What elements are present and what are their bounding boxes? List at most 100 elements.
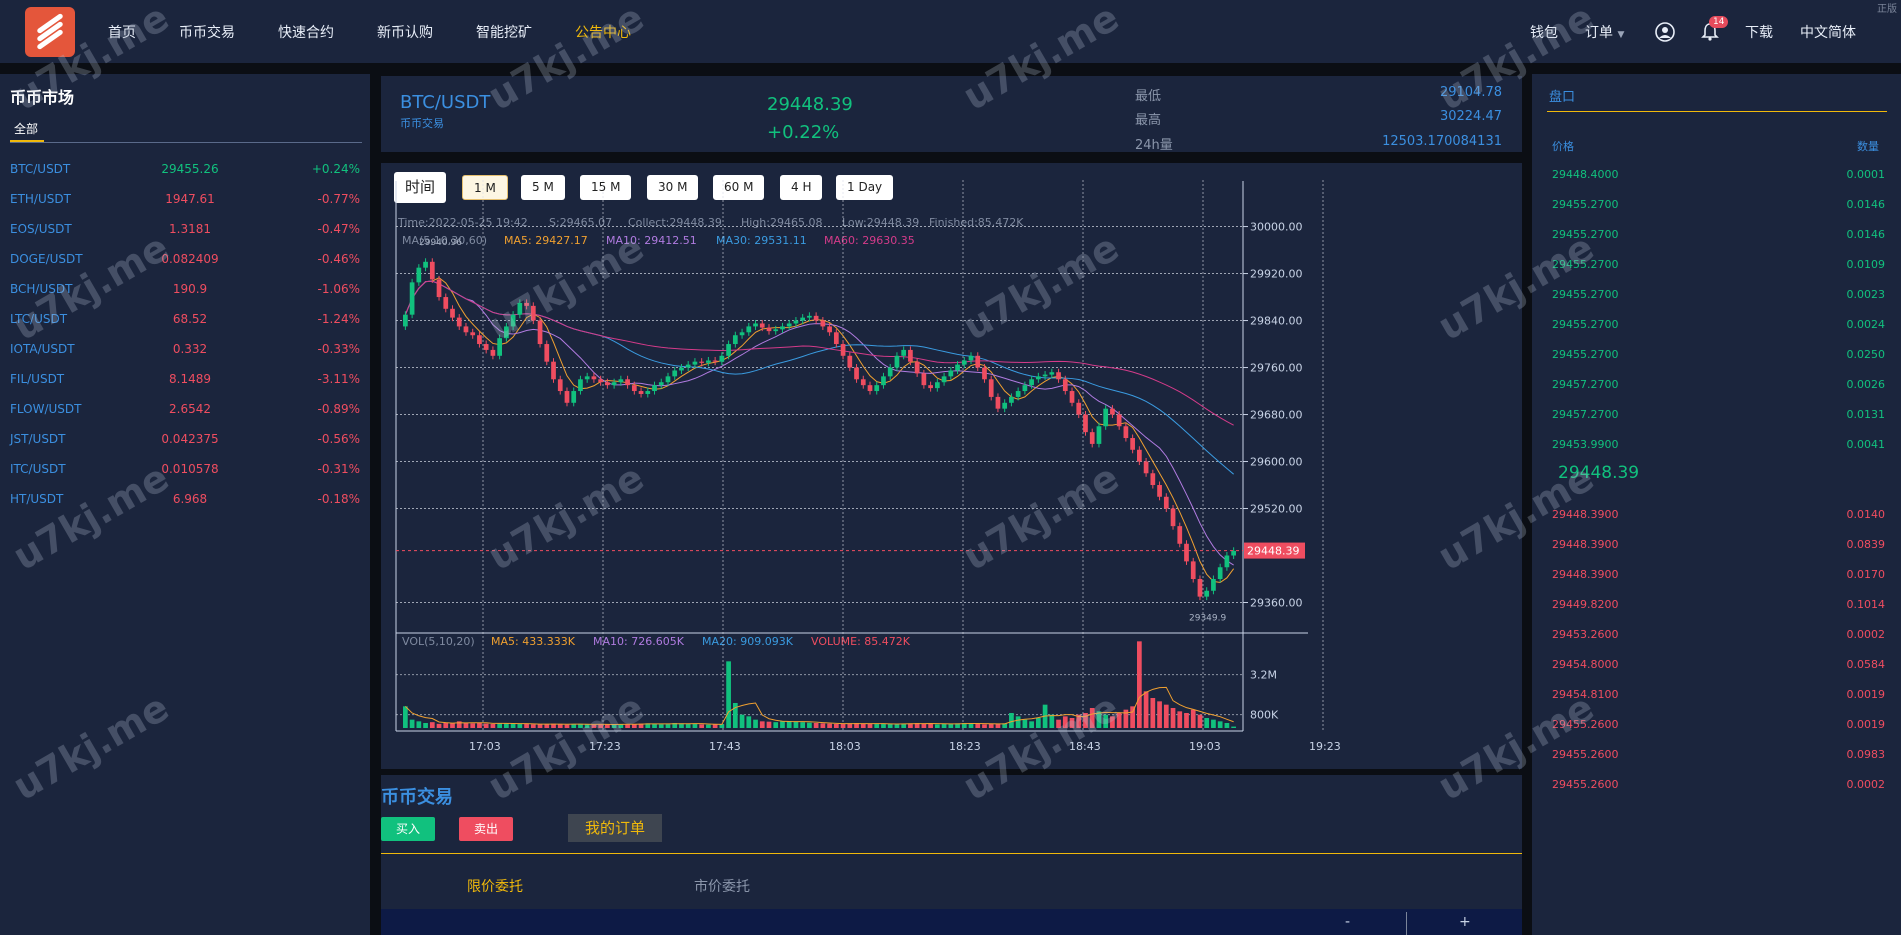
orders-menu[interactable]: 订单 ▼ xyxy=(1585,22,1624,42)
tab-market-order[interactable]: 市价委托 xyxy=(694,879,750,895)
volume-bar xyxy=(1110,716,1115,728)
market-price: 0.010578 xyxy=(161,462,219,476)
last-price-tag: 29448.39 xyxy=(1247,545,1300,558)
orderbook-row[interactable]: 29454.8000 0.0584 xyxy=(1552,658,1885,678)
orderbook-row[interactable]: 29455.2700 0.0250 xyxy=(1552,348,1885,368)
volume-bar xyxy=(1170,708,1176,728)
orderbook-price: 29454.8100 xyxy=(1552,688,1619,701)
interval-button-time[interactable]: 时间 xyxy=(394,172,447,203)
candle-body xyxy=(867,385,873,392)
chart-info-finished: Finished:85.472K xyxy=(929,216,1024,229)
orderbook-row[interactable]: 29455.2700 0.0146 xyxy=(1552,228,1885,248)
market-row[interactable]: FLOW/USDT 2.6542 -0.89% xyxy=(10,402,360,422)
orderbook-row[interactable]: 29455.2700 0.0146 xyxy=(1552,198,1885,218)
interval-button-5m[interactable]: 5 M xyxy=(521,175,565,200)
sell-tab-button[interactable]: 卖出 xyxy=(459,817,513,841)
market-row[interactable]: JST/USDT 0.042375 -0.56% xyxy=(10,432,360,452)
volume-bar xyxy=(968,723,974,728)
interval-button-60m[interactable]: 60 M xyxy=(713,175,765,200)
ticker-header xyxy=(381,76,1522,152)
orderbook-row[interactable]: 29455.2700 0.0023 xyxy=(1552,288,1885,308)
orderbook-row[interactable]: 29455.2600 0.0002 xyxy=(1552,778,1885,798)
orderbook-row[interactable]: 29457.2700 0.0131 xyxy=(1552,408,1885,428)
market-row[interactable]: IOTA/USDT 0.332 -0.33% xyxy=(10,342,360,362)
brand-logo[interactable] xyxy=(25,7,75,57)
market-row[interactable]: EOS/USDT 1.3181 -0.47% xyxy=(10,222,360,242)
orderbook-row[interactable]: 29448.3900 0.0839 xyxy=(1552,538,1885,558)
increment-button[interactable]: + xyxy=(1459,914,1471,930)
volume-bar xyxy=(807,722,812,728)
download-link[interactable]: 下载 xyxy=(1745,25,1773,41)
volume-bar xyxy=(1029,721,1034,728)
market-tab-all[interactable]: 全部 xyxy=(14,122,39,136)
orderbook-row[interactable]: 29453.2600 0.0002 xyxy=(1552,628,1885,648)
orderbook-row[interactable]: 29448.3900 0.0170 xyxy=(1552,568,1885,588)
candle-body xyxy=(1116,414,1122,427)
market-row[interactable]: ETH/USDT 1947.61 -0.77% xyxy=(10,192,360,212)
volume-ma5-line xyxy=(405,686,1234,725)
volume-bar xyxy=(638,723,644,728)
interval-button-1day[interactable]: 1 Day xyxy=(836,175,894,200)
nav-item-ipo[interactable]: 新币认购 xyxy=(377,25,433,41)
candle-body xyxy=(908,349,913,362)
nav-item-home[interactable]: 首页 xyxy=(108,25,136,41)
tab-limit-order[interactable]: 限价委托 xyxy=(467,879,523,895)
market-row[interactable]: BTC/USDT 29455.26 +0.24% xyxy=(10,162,360,182)
market-row[interactable]: HT/USDT 6.968 -0.18% xyxy=(10,492,360,512)
orderbook-row[interactable]: 29455.2600 0.0019 xyxy=(1552,718,1885,738)
kline-chart[interactable]: 30000.00 29920.00 29840.00 29760.00 29680.00… xyxy=(381,163,1522,769)
orderbook-row[interactable]: 29448.4000 0.0001 xyxy=(1552,168,1885,188)
interval-button-15m[interactable]: 15 M xyxy=(580,175,632,200)
volume-bar xyxy=(706,724,711,728)
market-row[interactable]: LTC/USDT 68.52 -1.24% xyxy=(10,312,360,332)
orderbook-row[interactable]: 29457.2700 0.0026 xyxy=(1552,378,1885,398)
orderbook-price: 29455.2700 xyxy=(1552,318,1619,331)
orderbook-row[interactable]: 29449.8200 0.1014 xyxy=(1552,598,1885,618)
market-pair: JST/USDT xyxy=(10,432,66,446)
candle-body xyxy=(537,320,543,345)
orderbook-qty: 0.0839 xyxy=(1846,538,1886,551)
trade-panel xyxy=(381,775,1522,935)
volume-bar xyxy=(1204,718,1210,728)
nav-item-announcements[interactable]: 公告中心 xyxy=(575,25,631,41)
candle-body xyxy=(510,314,516,327)
language-selector[interactable]: 中文简体 xyxy=(1800,25,1856,41)
volume-bar xyxy=(665,724,671,728)
user-account-icon[interactable] xyxy=(1655,22,1675,42)
orderbook-row[interactable]: 29455.2700 0.0109 xyxy=(1552,258,1885,278)
trade-title: 币币交易 xyxy=(381,787,453,808)
volume-bar xyxy=(712,724,718,728)
interval-button-1m[interactable]: 1 M xyxy=(462,175,508,200)
orderbook-row[interactable]: 29453.9900 0.0041 xyxy=(1552,438,1885,458)
market-panel xyxy=(0,74,370,935)
volume-bar xyxy=(988,724,994,728)
market-row[interactable]: DOGE/USDT 0.082409 -0.46% xyxy=(10,252,360,272)
buy-tab-button[interactable]: 买入 xyxy=(381,817,435,841)
orderbook-row[interactable]: 29455.2700 0.0024 xyxy=(1552,318,1885,338)
orderbook-row[interactable]: 29454.8100 0.0019 xyxy=(1552,688,1885,708)
wallet-link[interactable]: 钱包 xyxy=(1530,25,1558,41)
interval-button-4h[interactable]: 4 H xyxy=(780,175,823,200)
nav-item-mining[interactable]: 智能挖矿 xyxy=(476,25,532,41)
market-row[interactable]: FIL/USDT 8.1489 -3.11% xyxy=(10,372,360,392)
my-orders-button[interactable]: 我的订单 xyxy=(568,814,662,842)
orderbook-row[interactable]: 29448.3900 0.0140 xyxy=(1552,508,1885,528)
price-input-field[interactable] xyxy=(381,909,1522,935)
volume-bar xyxy=(813,723,819,728)
candle-body xyxy=(901,349,907,356)
interval-button-30m[interactable]: 30 M xyxy=(647,175,699,200)
candle-body xyxy=(759,323,765,328)
volume-bar xyxy=(658,724,664,728)
candle-body xyxy=(618,379,624,383)
decrement-button[interactable]: - xyxy=(1345,914,1351,930)
orderbook-row[interactable]: 29455.2600 0.0983 xyxy=(1552,748,1885,768)
candle-body xyxy=(793,320,799,324)
volume-bar xyxy=(578,723,583,728)
volume-bar xyxy=(786,721,792,728)
market-row[interactable]: ITC/USDT 0.010578 -0.31% xyxy=(10,462,360,482)
market-row[interactable]: BCH/USDT 190.9 -1.06% xyxy=(10,282,360,302)
nav-item-contract[interactable]: 快速合约 xyxy=(278,25,334,41)
nav-item-spot[interactable]: 币币交易 xyxy=(179,25,235,41)
candle-body xyxy=(699,361,705,363)
candle-body xyxy=(766,327,772,332)
